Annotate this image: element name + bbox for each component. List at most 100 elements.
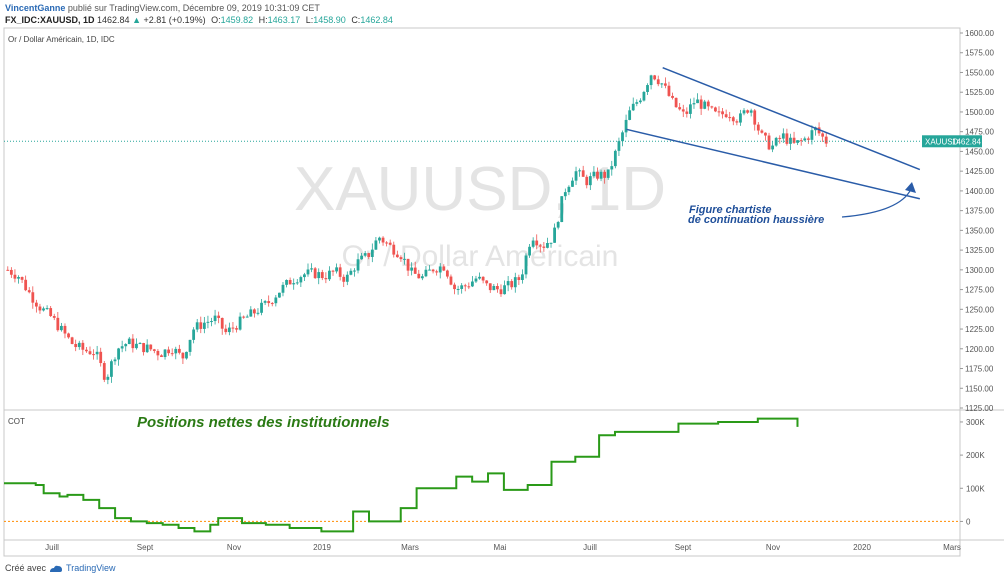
candle-body [213,315,217,322]
candle-body [252,309,256,314]
candle-body [678,107,682,110]
candle-body [442,266,446,271]
candle-body [42,308,45,311]
candle-body [549,242,553,244]
price-tick-label: 1350.00 [965,226,994,235]
price-tick-label: 1300.00 [965,266,994,275]
candle-body [528,246,531,256]
candle-body [63,325,67,334]
price-tick-label: 1600.00 [965,29,994,38]
price-tick-label: 1325.00 [965,246,994,255]
candle-body [142,343,145,353]
candle-body [338,267,342,277]
candle-body [588,176,592,186]
candle-body [9,269,13,275]
candle-body [681,109,685,112]
candle-body [110,361,113,377]
candle-body [460,285,464,289]
candle-body [667,85,671,96]
candle-body [227,327,231,333]
candle-body [413,267,417,274]
candle-body [85,349,88,352]
candle-body [81,342,85,350]
candle-body [328,270,331,280]
low-label: L: [305,15,314,25]
candle-body [145,344,149,353]
channel-upper-line [662,67,921,171]
candle-body [635,102,639,104]
candle-body [481,276,485,281]
candle-body [117,348,120,360]
candle-body [703,101,707,109]
candle-body [531,240,535,247]
candle-body [356,259,360,271]
candle-body [324,278,328,280]
candle-body [706,101,710,107]
author-link[interactable]: VincentGanne [5,3,66,13]
price-label-box [922,135,982,148]
candle-body [131,338,135,349]
candle-body [113,359,117,362]
price-tick-label: 1400.00 [965,187,994,196]
candle-body [756,124,760,131]
time-axis-label: Mars [401,543,419,552]
candle-body [138,343,142,345]
candle-body [638,100,642,103]
low-value: 1458.90 [313,15,346,25]
candle-body [496,286,499,290]
candle-body [74,343,78,348]
candle-body [542,246,546,248]
price-tick-label: 1475.00 [965,128,994,137]
watermark-symbol: XAUUSD, 1D [294,155,666,224]
publish-date: publié sur TradingView.com, Décembre 09,… [67,3,320,13]
candle-body [242,316,246,318]
candle-body [767,135,771,150]
candle-body [120,346,124,349]
tradingview-cloud-icon [50,565,63,572]
candle-body [506,281,510,286]
candle-body [367,253,371,257]
price-tick-label: 1200.00 [965,345,994,354]
candle-body [27,290,31,293]
candle-body [224,328,228,333]
candle-body [388,242,392,245]
candle-body [199,322,203,329]
candle-body [13,274,17,279]
candle-body [124,344,128,347]
channel-lower-line [626,128,921,200]
candle-body [624,119,628,133]
candle-body [278,292,281,298]
candle-body [420,276,424,279]
candle-body [592,171,596,177]
open-value: 1459.82 [220,15,254,25]
candle-body [771,145,775,150]
candle-body [263,301,267,303]
candle-body [603,171,607,178]
candle-body [824,136,828,144]
candle-body [292,283,296,285]
price-tick-label: 1125.00 [965,404,994,413]
candle-body [167,349,171,354]
candle-body [149,344,153,350]
candle-body [781,133,785,139]
cot-headline: Positions nettes des institutionnels [137,414,390,431]
candle-body [20,277,24,280]
candle-body [724,114,728,118]
watermark-name: Or / Dollar Américain [342,240,619,273]
candle-body [202,322,206,329]
candle-body [435,271,439,273]
candle-body [88,351,92,355]
candle-body [217,315,221,318]
candle-body [760,130,764,133]
tradingview-link[interactable]: TradingView [66,563,116,573]
candle-body [585,176,589,186]
candle-body [392,244,396,255]
last-price: 1462.84 [97,15,130,25]
candle-body [270,303,274,305]
candle-body [753,110,757,125]
candle-body [728,117,732,119]
candle-body [267,301,271,304]
candle-body [170,353,174,355]
